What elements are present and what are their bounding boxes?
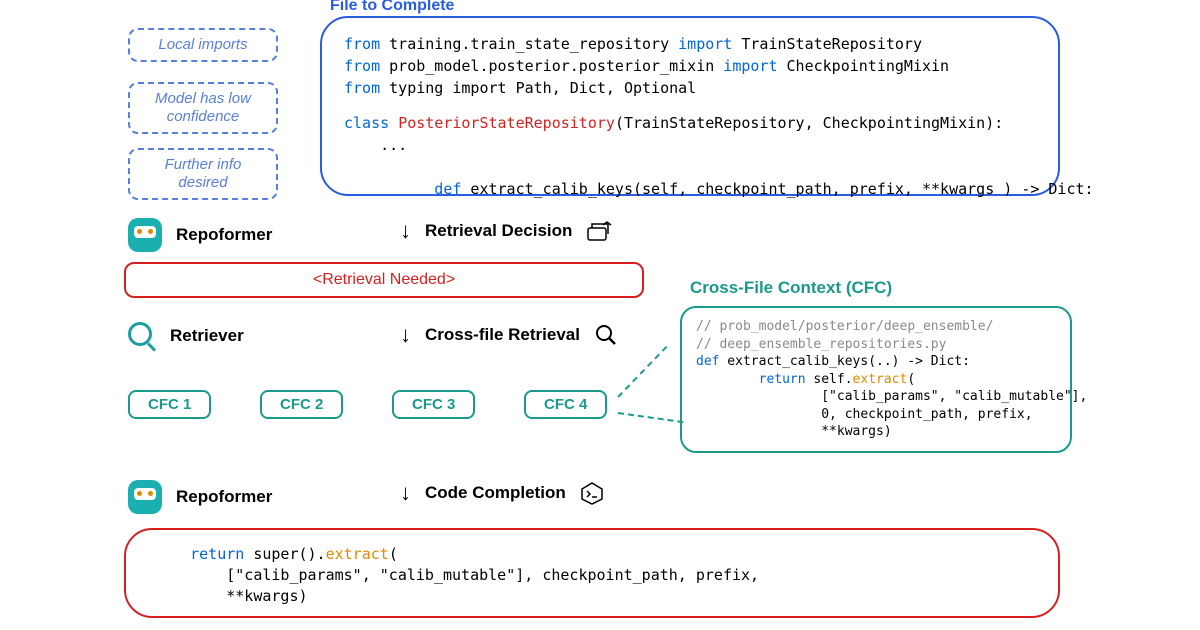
- decision-icon: [586, 220, 614, 242]
- code-line: return self.extract(: [696, 371, 1056, 389]
- cfc-chip-3: CFC 3: [392, 390, 475, 419]
- arrow-down-icon: ↓: [400, 480, 411, 506]
- code-completion-label: Code Completion: [425, 483, 566, 503]
- code-line: from typing import Path, Dict, Optional: [344, 78, 1036, 100]
- arrow-down-icon: ↓: [400, 322, 411, 348]
- robot-icon: [128, 218, 162, 252]
- cfc-chip-1: CFC 1: [128, 390, 211, 419]
- code-line: class PosteriorStateRepository(TrainStat…: [344, 113, 1036, 135]
- bubble-further-info: Further info desired: [128, 148, 278, 200]
- code-line: ["calib_params", "calib_mutable"], check…: [154, 565, 1030, 586]
- code-line: def extract_calib_keys(..) -> Dict:: [696, 353, 1056, 371]
- file-to-complete-title: File to Complete: [330, 0, 454, 15]
- cfc-chip-2: CFC 2: [260, 390, 343, 419]
- code-line: from training.train_state_repository imp…: [344, 34, 1036, 56]
- repoformer-label: Repoformer: [176, 225, 272, 245]
- search-icon: [594, 323, 618, 347]
- robot-icon: [128, 480, 162, 514]
- bubble-low-confidence: Model has low confidence: [128, 82, 278, 134]
- code-line: ...: [344, 135, 1036, 157]
- retrieval-decision-label: Retrieval Decision: [425, 221, 572, 241]
- retrieval-needed-box: <Retrieval Needed>: [124, 262, 644, 298]
- terminal-icon: [580, 481, 604, 505]
- code-line: 0, checkpoint_path, prefix,: [696, 406, 1056, 424]
- code-line: ["calib_params", "calib_mutable"],: [696, 388, 1056, 406]
- code-line: **kwargs): [154, 586, 1030, 607]
- dash-connector: [618, 412, 684, 423]
- dash-connector: [617, 346, 667, 398]
- file-to-complete-box: from training.train_state_repository imp…: [320, 16, 1060, 196]
- cfc-title: Cross-File Context (CFC): [690, 278, 892, 298]
- bubble-local-imports: Local imports: [128, 28, 278, 62]
- arrow-down-icon: ↓: [400, 218, 411, 244]
- code-line: return super().extract(: [154, 544, 1030, 565]
- completion-box: return super().extract( ["calib_params",…: [124, 528, 1060, 618]
- code-line: from prob_model.posterior.posterior_mixi…: [344, 56, 1036, 78]
- code-line: def extract_calib_keys(self, checkpoint_…: [344, 157, 1036, 222]
- magnifier-icon: [128, 322, 156, 350]
- cfc-chip-4: CFC 4: [524, 390, 607, 419]
- cross-file-retrieval-label: Cross-file Retrieval: [425, 325, 580, 345]
- code-line: **kwargs): [696, 423, 1056, 441]
- code-comment: // deep_ensemble_repositories.py: [696, 336, 1056, 354]
- retriever-label: Retriever: [170, 326, 244, 346]
- code-comment: // prob_model/posterior/deep_ensemble/: [696, 318, 1056, 336]
- cfc-context-box: // prob_model/posterior/deep_ensemble/ /…: [680, 306, 1072, 453]
- repoformer-label-2: Repoformer: [176, 487, 272, 507]
